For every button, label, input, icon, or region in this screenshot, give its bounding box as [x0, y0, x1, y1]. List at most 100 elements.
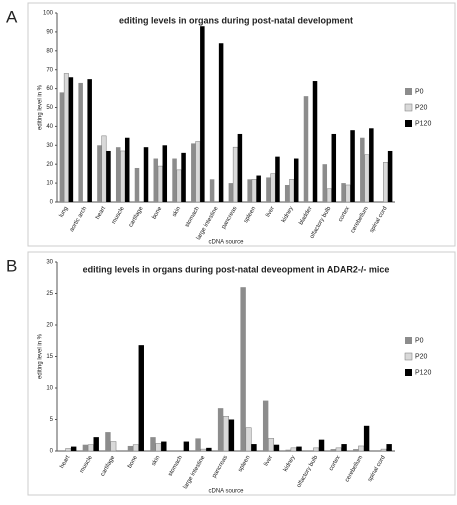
bar	[150, 437, 156, 451]
x-tick-label: large intestine	[183, 454, 207, 490]
x-tick-label: muscle	[79, 454, 94, 474]
y-tick-label: 30	[46, 143, 53, 149]
bar	[237, 133, 243, 202]
y-tick-label: 10	[46, 386, 53, 392]
y-tick-label: 20	[46, 162, 53, 168]
bar	[383, 162, 389, 203]
bar	[380, 448, 387, 452]
x-axis-title: cDNA source	[208, 240, 244, 246]
y-tick-label: 40	[46, 124, 53, 130]
legend-label: P20	[415, 104, 428, 111]
bar	[87, 79, 92, 202]
y-tick-label: 70	[46, 67, 53, 73]
bar	[200, 26, 205, 203]
bar	[345, 184, 351, 203]
bar	[97, 145, 102, 202]
bar	[143, 147, 149, 202]
legend-swatch	[404, 352, 413, 361]
x-tick-label: cerebellum	[344, 455, 364, 483]
bar	[341, 444, 347, 451]
panel-frame	[27, 251, 456, 496]
bar	[386, 444, 392, 451]
bar	[59, 92, 65, 202]
bar	[228, 419, 235, 451]
x-tick-label: bone	[152, 205, 164, 220]
bar	[296, 446, 302, 451]
bar	[120, 150, 126, 203]
bar	[303, 96, 309, 202]
y-tick-label: 30	[46, 260, 53, 266]
y-tick-label: 60	[46, 86, 53, 92]
bar	[217, 408, 224, 451]
bar	[266, 177, 271, 202]
y-tick-label: 15	[46, 354, 53, 360]
y-tick-label: 0	[50, 200, 54, 206]
x-tick-label: heart	[95, 206, 107, 221]
bar	[162, 145, 168, 202]
bar	[105, 432, 111, 451]
x-tick-label: olfactory bulb	[309, 205, 332, 239]
bar	[110, 441, 117, 452]
bar	[256, 175, 261, 202]
bar	[251, 444, 257, 451]
bar	[155, 443, 162, 452]
bar	[78, 82, 83, 202]
x-tick-label: spleen	[238, 455, 252, 473]
x-tick-label: spinal cord	[369, 206, 389, 234]
bar	[176, 169, 182, 203]
x-tick-label: cortex	[338, 206, 351, 223]
bar	[326, 188, 332, 203]
bar	[247, 179, 252, 202]
bar	[138, 345, 144, 451]
bar	[134, 167, 140, 202]
bar	[82, 444, 89, 451]
bar	[195, 141, 201, 203]
y-tick-label: 80	[46, 48, 53, 54]
bar	[268, 438, 275, 452]
x-tick-label: bone	[127, 454, 139, 469]
bar	[360, 137, 365, 202]
legend-label: P0	[415, 337, 424, 344]
x-tick-label: pancreas	[221, 206, 239, 230]
bar	[195, 438, 201, 451]
bar	[312, 81, 318, 202]
y-axis-title: editing level in %	[38, 84, 44, 130]
x-tick-label: olfactory bulb	[296, 454, 319, 488]
bar	[330, 449, 336, 451]
y-tick-label: 100	[43, 11, 54, 17]
bar	[245, 427, 252, 452]
panel-label: B	[6, 256, 17, 275]
bar	[358, 445, 365, 452]
bar	[157, 165, 163, 203]
bar	[341, 183, 346, 202]
chart-title: editing levels in organs during post-nat…	[83, 264, 390, 274]
legend-label: P120	[415, 120, 431, 127]
bar	[70, 446, 77, 451]
bar	[106, 150, 111, 202]
bar	[363, 425, 370, 451]
x-tick-label: skin	[172, 206, 183, 218]
chart-title: editing levels in organs during post-nat…	[119, 15, 353, 25]
x-tick-label: pancreas	[212, 455, 230, 479]
y-tick-label: 20	[46, 323, 53, 329]
legend-swatch	[405, 337, 412, 344]
panel-frame	[27, 2, 456, 247]
legend-swatch	[405, 120, 412, 127]
legend-swatch	[404, 103, 413, 112]
x-tick-label: cerebellum	[350, 206, 370, 234]
bar	[353, 449, 359, 451]
bar	[262, 400, 269, 451]
x-axis-title: cDNA source	[208, 489, 244, 495]
bar	[318, 439, 325, 451]
bar	[240, 287, 246, 451]
legend-label: P0	[415, 88, 424, 95]
bar	[68, 77, 74, 202]
bar	[101, 135, 107, 203]
y-tick-label: 25	[46, 291, 53, 297]
x-tick-label: skin	[151, 455, 162, 467]
y-tick-label: 10	[46, 181, 53, 187]
bar	[335, 447, 342, 452]
bar	[322, 164, 328, 202]
bar	[387, 150, 393, 202]
legend-swatch	[405, 88, 412, 95]
